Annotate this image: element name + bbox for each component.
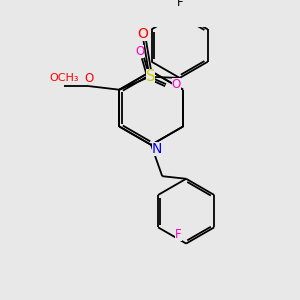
Text: S: S <box>146 69 155 84</box>
Text: O: O <box>137 27 148 41</box>
Text: N: N <box>152 142 162 156</box>
Text: O: O <box>172 78 181 91</box>
Text: OCH₃: OCH₃ <box>49 73 79 83</box>
Text: O: O <box>84 72 93 85</box>
Text: F: F <box>177 0 184 9</box>
Text: F: F <box>175 228 182 241</box>
Text: O: O <box>135 45 144 58</box>
